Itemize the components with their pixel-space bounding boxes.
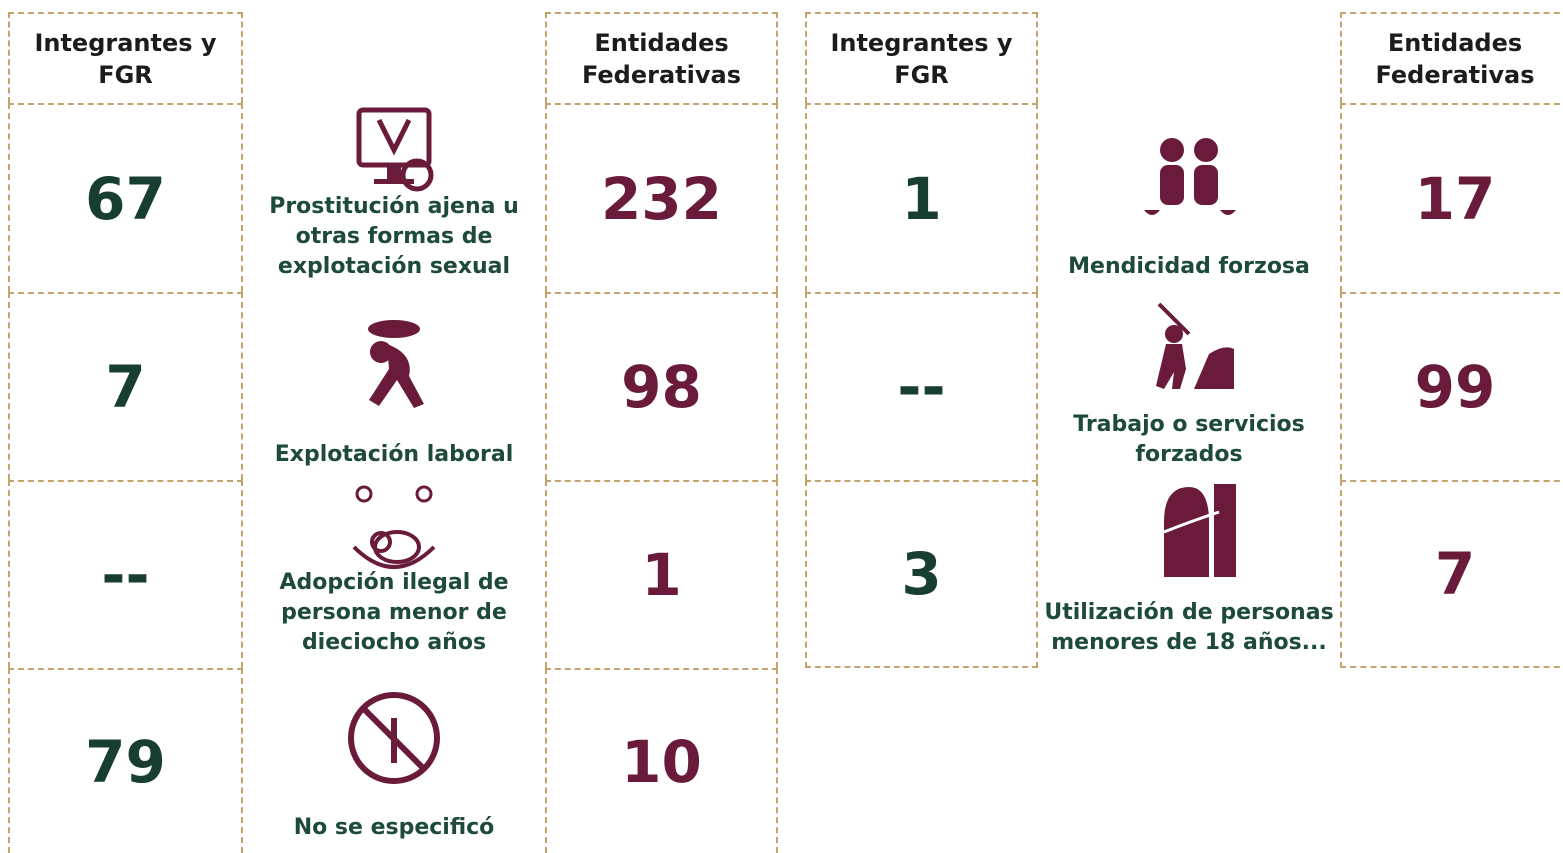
column-header: Entidades Federativas bbox=[1340, 12, 1563, 103]
value-cell: -- bbox=[805, 292, 1038, 480]
value-cell: 10 bbox=[545, 668, 778, 853]
icon bbox=[356, 107, 434, 192]
icon bbox=[368, 320, 424, 408]
value-cell: 1 bbox=[545, 480, 778, 668]
category-label: Trabajo o servicios forzados bbox=[1073, 412, 1305, 467]
category-label: Mendicidad forzosa bbox=[1068, 254, 1310, 279]
column-header: Integrantes y FGR bbox=[8, 12, 243, 103]
value-cell: 79 bbox=[8, 668, 243, 853]
category-label: Explotación laboral bbox=[274, 442, 514, 467]
category-label: Utilización de personas menores de 18 añ… bbox=[1044, 600, 1334, 655]
column-header: Integrantes y FGR bbox=[805, 12, 1038, 103]
category-label: Prostitución ajena u otras formas de exp… bbox=[269, 194, 519, 279]
icon bbox=[1163, 484, 1236, 577]
value-cell: 98 bbox=[545, 292, 778, 480]
category-label: Adopción ilegal de persona menor de diec… bbox=[279, 570, 509, 655]
value-cell: 7 bbox=[1340, 480, 1563, 668]
icon bbox=[1156, 302, 1234, 389]
value-cell: 67 bbox=[8, 103, 243, 292]
value-cell: 3 bbox=[805, 480, 1038, 668]
column-header: Entidades Federativas bbox=[545, 12, 778, 103]
value-cell: -- bbox=[8, 480, 243, 668]
icon bbox=[348, 692, 440, 784]
value-cell: 232 bbox=[545, 103, 778, 292]
value-cell: 99 bbox=[1340, 292, 1563, 480]
icon bbox=[1144, 138, 1236, 215]
value-cell: 17 bbox=[1340, 103, 1563, 292]
category-label: No se especificó bbox=[293, 815, 495, 840]
icon bbox=[352, 485, 436, 569]
value-cell: 7 bbox=[8, 292, 243, 480]
value-cell: 1 bbox=[805, 103, 1038, 292]
